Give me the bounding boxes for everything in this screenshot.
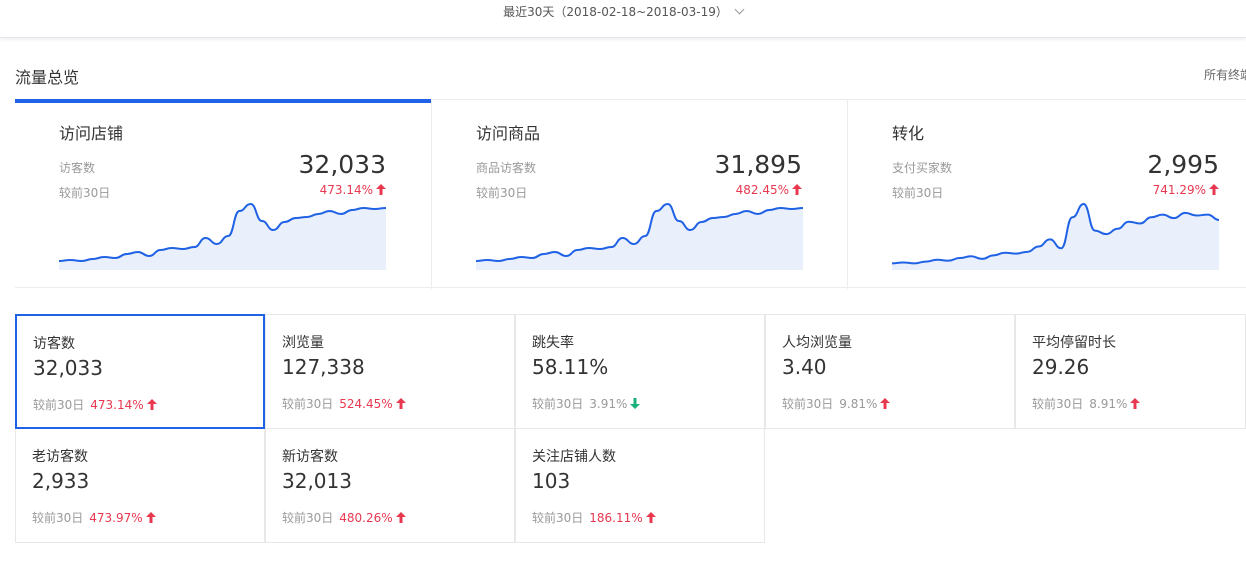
section-title: 流量总览 <box>15 68 80 87</box>
arrow-up-icon <box>792 184 802 195</box>
change-value: 524.45% <box>339 397 393 411</box>
metric-card-new-visitors[interactable]: 新访客数 32,013 较前30日 480.26% <box>265 428 515 543</box>
overview-card-compare-label: 较前30日 <box>892 186 944 200</box>
terminal-filter[interactable]: 所有终端 <box>1204 68 1246 82</box>
change-value: 9.81% <box>839 397 878 411</box>
overview-sparkline <box>476 202 803 270</box>
overview-card-value: 2,995 <box>1147 150 1219 179</box>
compare-label: 较前30日 <box>782 397 834 411</box>
change-value: 186.11% <box>589 511 643 525</box>
change-value: 480.26% <box>339 511 393 525</box>
metric-label: 浏览量 <box>282 335 324 351</box>
metric-card-visitors[interactable]: 访客数 32,033 较前30日 473.14% <box>15 314 265 429</box>
metric-label: 人均浏览量 <box>782 335 852 351</box>
overview-sparkline <box>892 202 1219 270</box>
arrow-up-icon <box>1130 398 1141 409</box>
metric-label: 老访客数 <box>32 449 88 465</box>
compare-label: 较前30日 <box>282 511 334 525</box>
metric-compare: 较前30日 186.11% <box>532 509 656 526</box>
metric-card-pageviews[interactable]: 浏览量 127,338 较前30日 524.45% <box>265 314 515 429</box>
metric-value: 32,033 <box>33 356 103 380</box>
arrow-up-icon <box>395 512 406 523</box>
change-value: 473.14% <box>319 183 373 197</box>
arrow-up-icon <box>145 512 156 523</box>
overview-card-change: 741.29% <box>1153 183 1219 197</box>
sparkline-line <box>892 202 1219 265</box>
change-value: 473.97% <box>89 511 143 525</box>
metric-compare: 较前30日 473.14% <box>33 396 157 413</box>
overview-card-label: 支付买家数 <box>892 161 953 175</box>
metric-value: 2,933 <box>32 469 90 493</box>
metric-label: 新访客数 <box>282 449 338 465</box>
metric-compare: 较前30日 9.81% <box>782 395 891 412</box>
overview-card-value: 32,033 <box>298 150 386 179</box>
top-bar: 最近30天（2018-02-18~2018-03-19） <box>0 0 1246 38</box>
metric-value: 127,338 <box>282 355 365 379</box>
overview-sparkline <box>59 202 386 270</box>
metric-compare: 较前30日 473.97% <box>32 509 156 526</box>
arrow-up-icon <box>395 398 406 409</box>
compare-label: 较前30日 <box>532 511 584 525</box>
compare-label: 较前30日 <box>1032 397 1084 411</box>
change-value: 741.29% <box>1152 183 1206 197</box>
overview-card-conversion[interactable]: 转化 支付买家数 较前30日 2,995 741.29% <box>847 100 1246 289</box>
overview-card-change: 482.45% <box>736 183 802 197</box>
metric-value: 29.26 <box>1032 355 1090 379</box>
metric-card-avg-pageviews[interactable]: 人均浏览量 3.40 较前30日 9.81% <box>765 314 1015 429</box>
metric-value: 103 <box>532 469 571 493</box>
metric-label: 跳失率 <box>532 335 574 351</box>
overview-card-label: 访客数 <box>59 161 96 175</box>
arrow-down-icon <box>630 398 641 409</box>
arrow-up-icon <box>1209 184 1219 195</box>
metric-label: 关注店铺人数 <box>532 449 616 465</box>
sparkline-line <box>59 202 386 263</box>
compare-label: 较前30日 <box>532 397 584 411</box>
sparkline-line <box>476 202 803 263</box>
overview-card-title: 转化 <box>892 124 925 143</box>
compare-label: 较前30日 <box>282 397 334 411</box>
metric-card-returning-visitors[interactable]: 老访客数 2,933 较前30日 473.97% <box>15 428 265 543</box>
change-value: 3.91% <box>589 397 628 411</box>
overview-card-compare-label: 较前30日 <box>59 186 111 200</box>
overview-panel: 访问店铺 访客数 较前30日 32,033 473.14% 访问商品 商品访客数… <box>15 99 1246 289</box>
overview-card-store[interactable]: 访问店铺 访客数 较前30日 32,033 473.14% <box>15 99 431 289</box>
metric-compare: 较前30日 480.26% <box>282 509 406 526</box>
sparkline-area <box>892 204 1219 270</box>
arrow-up-icon <box>146 399 157 410</box>
arrow-up-icon <box>880 398 891 409</box>
metric-compare: 较前30日 3.91% <box>532 395 641 412</box>
overview-card-title: 访问店铺 <box>59 124 124 143</box>
date-range-selector[interactable]: 最近30天（2018-02-18~2018-03-19） <box>0 4 1246 20</box>
metric-card-avg-duration[interactable]: 平均停留时长 29.26 较前30日 8.91% <box>1015 314 1246 429</box>
date-range-label: 最近30天（2018-02-18~2018-03-19） <box>503 5 728 19</box>
chevron-down-icon <box>734 4 745 15</box>
metric-value: 32,013 <box>282 469 352 493</box>
metric-compare: 较前30日 8.91% <box>1032 395 1141 412</box>
compare-label: 较前30日 <box>32 511 84 525</box>
metric-value: 58.11% <box>532 355 609 379</box>
change-value: 473.14% <box>90 398 144 412</box>
metric-label: 平均停留时长 <box>1032 335 1116 351</box>
overview-card-value: 31,895 <box>714 150 802 179</box>
change-value: 482.45% <box>735 183 789 197</box>
overview-card-compare-label: 较前30日 <box>476 186 528 200</box>
metric-value: 3.40 <box>782 355 827 379</box>
overview-card-product[interactable]: 访问商品 商品访客数 较前30日 31,895 482.45% <box>431 100 847 289</box>
metric-card-store-followers[interactable]: 关注店铺人数 103 较前30日 186.11% <box>515 428 765 543</box>
metric-label: 访客数 <box>33 336 75 352</box>
change-value: 8.91% <box>1089 397 1128 411</box>
compare-label: 较前30日 <box>33 398 85 412</box>
overview-card-label: 商品访客数 <box>476 161 537 175</box>
metric-compare: 较前30日 524.45% <box>282 395 406 412</box>
metric-card-bounce-rate[interactable]: 跳失率 58.11% 较前30日 3.91% <box>515 314 765 429</box>
arrow-up-icon <box>645 512 656 523</box>
overview-card-title: 访问商品 <box>476 124 541 143</box>
overview-card-change: 473.14% <box>320 183 386 197</box>
arrow-up-icon <box>376 184 386 195</box>
